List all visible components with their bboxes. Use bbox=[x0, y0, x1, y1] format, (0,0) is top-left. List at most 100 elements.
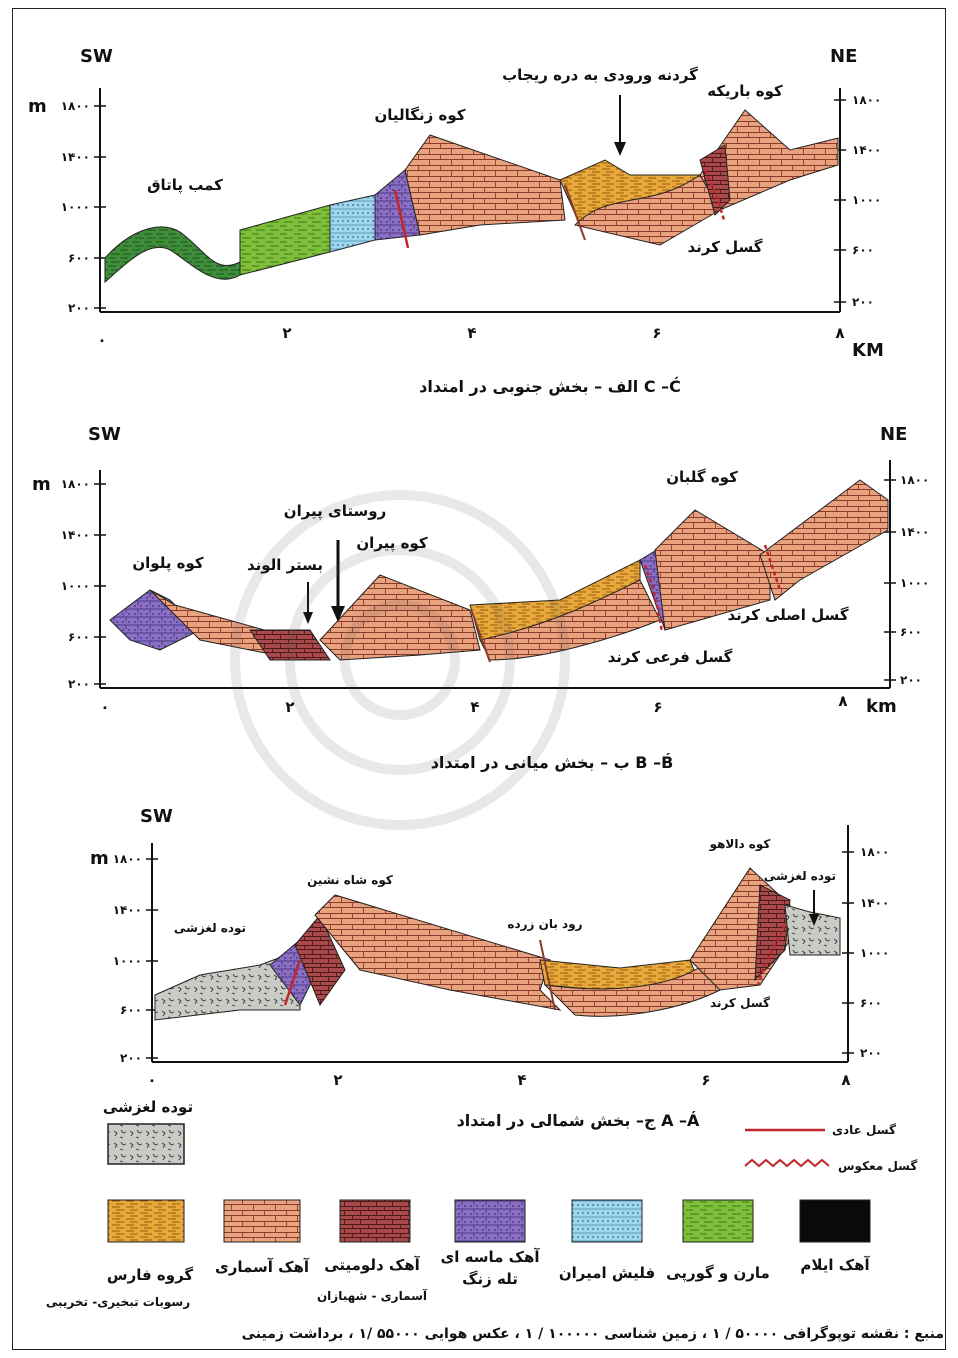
section-middle-y-tick-right: ۲۰۰ bbox=[900, 673, 922, 687]
section-middle-x-tick: ۴ bbox=[470, 698, 479, 716]
label-rusta-piran: روستای پیران bbox=[284, 502, 386, 521]
section-south-y-tick-right: ۶۰۰ bbox=[852, 243, 874, 257]
label-gosal-asli-kerend: گسل اصلی کرند bbox=[727, 606, 848, 624]
section-middle-y-tick: ۲۰۰ bbox=[68, 677, 90, 691]
section-north-y-tick: ۶۰۰ bbox=[120, 1003, 142, 1017]
section-middle-axes bbox=[94, 460, 896, 689]
legend-label-marl: مارن و گورپی bbox=[666, 1264, 770, 1283]
legend-swatch-fars bbox=[107, 1199, 185, 1243]
section-middle-y-tick-right: ۶۰۰ bbox=[900, 625, 922, 639]
section-north-x-tick: ۴ bbox=[517, 1071, 526, 1089]
section-north-dolomite-east bbox=[754, 884, 791, 982]
label-kuh-dalahu: کوه دالاهو bbox=[709, 837, 771, 852]
section-south-caption: الف – بخش جنوبی در امتداد C –Ć bbox=[419, 377, 681, 396]
label-tudeh-east: توده لغزشی bbox=[764, 869, 836, 884]
source-note: منبع : نقشه توپوگرافی ۵۰۰۰۰ / ۱ ، زمین ش… bbox=[242, 1325, 944, 1342]
section-south-y-tick: ۲۰۰ bbox=[68, 301, 90, 315]
legend-label-sandy: آهک ماسه ای bbox=[440, 1248, 540, 1266]
section-middle-caption: ب – بخش میانی در امتداد B –B́ bbox=[431, 753, 674, 772]
section-south-fault-1 bbox=[393, 189, 410, 249]
section-north-y-tick-right: ۲۰۰ bbox=[860, 1046, 882, 1060]
section-north-banzardeh-fault bbox=[539, 939, 556, 1011]
section-south-x-tick: ۶ bbox=[652, 324, 661, 342]
section-south-x-tick: ۸ bbox=[835, 324, 844, 342]
section-north-axes bbox=[146, 825, 854, 1063]
section-middle-y-tick: ۱۰۰۰ bbox=[61, 579, 90, 593]
legend-reverse-fault-line bbox=[744, 1158, 830, 1168]
section-north-landslide-arrowhead bbox=[809, 914, 819, 926]
label-gardaneh-rijab: گردنه ورودی به دره ریجاب bbox=[502, 66, 698, 84]
legend-swatch-sandy bbox=[454, 1199, 526, 1243]
legend-swatch-ilam bbox=[799, 1199, 871, 1243]
section-south-asmari-west bbox=[404, 134, 566, 236]
label-gosal-farei-kerend: گسل فرعی کرند bbox=[608, 648, 733, 666]
section-south-x-tick: ۴ bbox=[467, 324, 476, 342]
section-south-axes bbox=[94, 88, 846, 313]
section-north-y-tick: ۱۰۰۰ bbox=[113, 954, 142, 968]
section-north-x-tick: ۰ bbox=[147, 1071, 156, 1089]
section-middle-y-tick: ۱۸۰۰ bbox=[61, 477, 90, 491]
section-middle-x-tick: ۸ bbox=[838, 692, 847, 710]
section-south-y-tick-right: ۲۰۰ bbox=[852, 295, 874, 309]
label-kuh-zangalian: کوه زنگالیان bbox=[374, 106, 465, 124]
section-middle-unit-right: km bbox=[866, 696, 897, 717]
section-middle-dir-right: NE bbox=[880, 424, 907, 445]
section-middle-text: SW NE m km ۱۸۰۰ ۱۴۰۰ ۱۰۰۰ ۶۰۰ ۲۰۰ ۱۸۰۰ ۱… bbox=[32, 424, 929, 772]
section-south-y-tick: ۱۰۰۰ bbox=[61, 200, 90, 214]
legend-normal-fault: گسل عادی bbox=[832, 1123, 896, 1137]
section-middle-alvand-arrowhead bbox=[303, 612, 313, 624]
section-middle-unit-left: m bbox=[32, 474, 51, 495]
section-north-unit-left: m bbox=[90, 848, 109, 869]
label-rud-banzardeh: رود بان زرده bbox=[507, 917, 582, 932]
section-middle-fault-1 bbox=[471, 611, 491, 663]
section-north-text: SW m ۱۸۰۰ ۱۴۰۰ ۱۰۰۰ ۶۰۰ ۲۰۰ ۱۸۰۰ ۱۴۰۰ ۱۰… bbox=[90, 806, 889, 1130]
section-middle-y-tick-right: ۱۴۰۰ bbox=[900, 525, 929, 539]
section-north-y-tick: ۱۸۰۰ bbox=[113, 852, 142, 866]
legend-swatch-marl bbox=[682, 1199, 754, 1243]
section-south-y-tick-right: ۱۴۰۰ bbox=[852, 143, 881, 157]
legend-label-ilam: آهک ایلام bbox=[800, 1256, 870, 1274]
section-north-y-tick-right: ۱۴۰۰ bbox=[860, 896, 889, 910]
section-south-unit-right: KM bbox=[852, 340, 884, 361]
section-south-dir-right: NE bbox=[830, 46, 857, 67]
section-middle-y-tick-right: ۱۰۰۰ bbox=[900, 576, 929, 590]
legend-swatch-asmari bbox=[223, 1199, 301, 1243]
legend-reverse-fault: گسل معکوس bbox=[838, 1159, 917, 1174]
section-middle-x-tick: ۰ bbox=[100, 698, 109, 716]
label-bastar-alvand: بستر الوند bbox=[247, 556, 323, 574]
legend-label-fars-2: رسوبات تبخیری- تخریبی bbox=[46, 1295, 190, 1310]
section-middle-dolomite-west bbox=[249, 629, 331, 661]
section-middle-x-tick: ۲ bbox=[285, 698, 294, 716]
section-middle bbox=[94, 460, 896, 689]
section-north-y-tick: ۱۴۰۰ bbox=[113, 903, 142, 917]
section-middle-asmari-east bbox=[759, 479, 889, 601]
section-south-y-tick-right: ۱۸۰۰ bbox=[852, 93, 881, 107]
label-kuh-piran: کوه پیران bbox=[356, 534, 428, 553]
section-north-asmari-shahneshin bbox=[314, 894, 562, 1011]
section-north-dir-left: SW bbox=[140, 806, 173, 827]
label-kuh-palvan: کوه پلوان bbox=[132, 554, 204, 573]
section-middle-y-tick-right: ۱۸۰۰ bbox=[900, 473, 929, 487]
legend: توده لغزشی گسل عادی گسل معکوس آهک ایلام … bbox=[46, 1098, 917, 1310]
section-south-kerend-fault bbox=[703, 169, 726, 221]
section-north-dolomite bbox=[294, 914, 346, 1007]
section-south-y-tick-right: ۱۰۰۰ bbox=[852, 193, 881, 207]
section-middle-piran-arrowhead bbox=[331, 606, 345, 622]
label-komb-pataq: کمب پاتاق bbox=[147, 176, 223, 195]
legend-label-dolomite-2: آسماری - شهبازان bbox=[317, 1288, 428, 1303]
section-middle-y-tick: ۱۴۰۰ bbox=[61, 528, 90, 542]
legend-swatch-dolomite bbox=[339, 1199, 411, 1243]
label-kuh-shah-neshin: کوه شاه نشین bbox=[307, 873, 393, 888]
section-north-y-tick-right: ۶۰۰ bbox=[860, 996, 882, 1010]
section-north bbox=[146, 825, 854, 1063]
legend-landslide-title: توده لغزشی bbox=[103, 1098, 193, 1116]
section-north-x-tick: ۲ bbox=[333, 1071, 342, 1089]
label-gosal-kerend-north: گسل کرند bbox=[710, 996, 770, 1010]
university-watermark bbox=[230, 490, 570, 830]
section-south-dolomite bbox=[699, 144, 731, 216]
legend-label-asmari: آهک آسماری bbox=[215, 1258, 310, 1276]
section-north-y-tick: ۲۰۰ bbox=[120, 1051, 142, 1065]
legend-swatch-flysch bbox=[571, 1199, 643, 1243]
section-south-fault-2 bbox=[564, 184, 586, 241]
